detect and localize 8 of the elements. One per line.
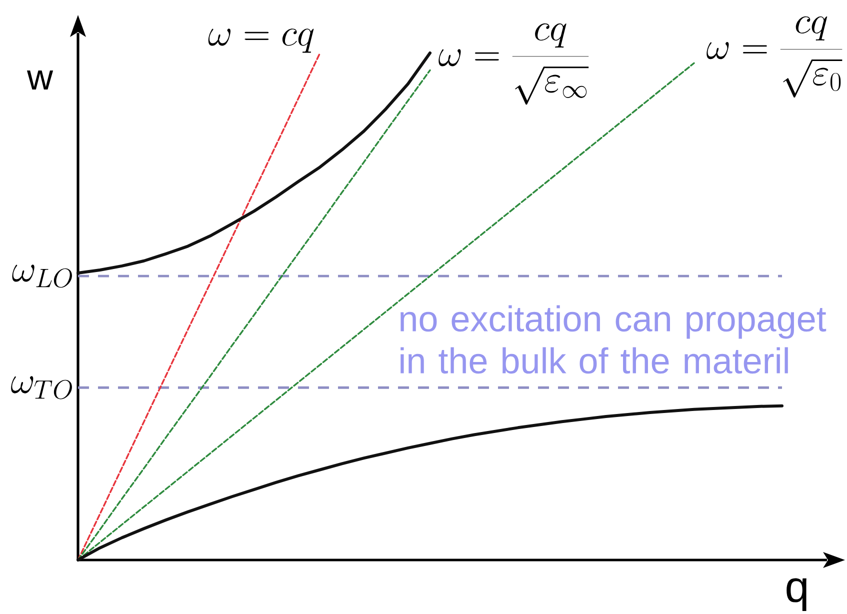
ref-line-label: $\omega_{LO}$ <box>12 264 72 288</box>
series-label: $\omega=cq$ <box>208 28 314 53</box>
series-label: $\omega=\frac{cq}{\sqrt{\varepsilon_0}}$ <box>706 16 842 98</box>
x-axis-title: q <box>786 578 806 612</box>
annotation: no excitation can propaget in the bulk of the materil <box>400 305 826 374</box>
y-axis-title: w <box>26 70 54 90</box>
ref-line-label: $\omega_{TO}$ <box>11 376 72 400</box>
series-label: $\omega=\frac{cq}{\sqrt{\varepsilon_\infty}}$ <box>438 23 589 105</box>
